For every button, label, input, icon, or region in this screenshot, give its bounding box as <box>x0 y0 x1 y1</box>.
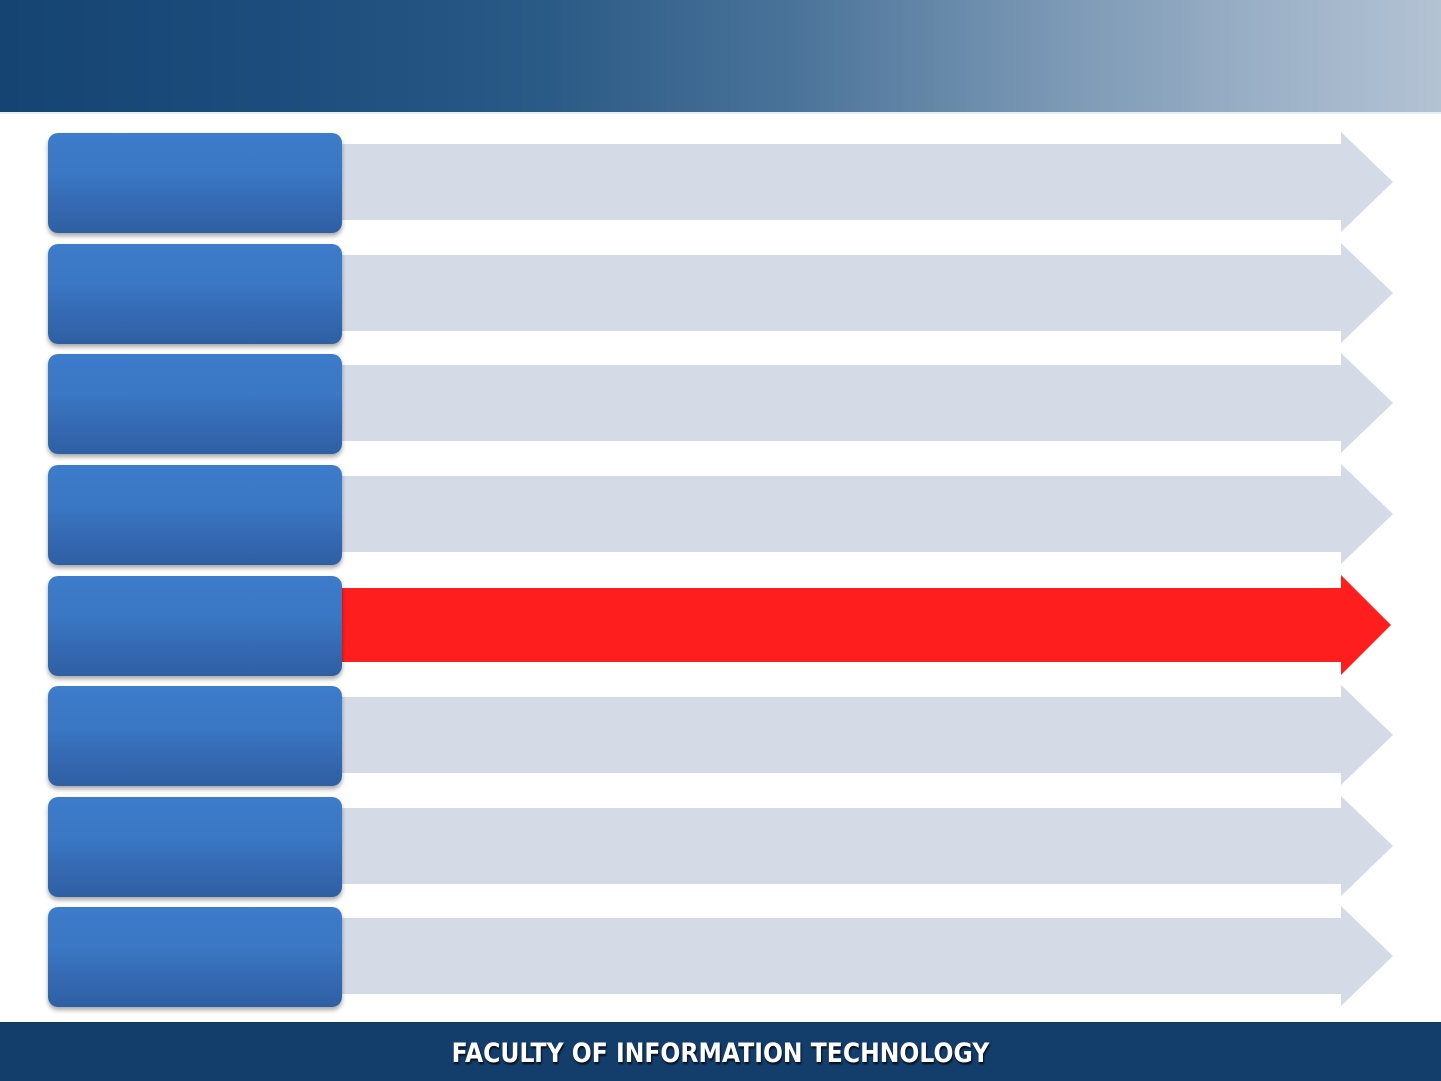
agenda-row-2 <box>0 243 1441 345</box>
agenda-row-7 <box>0 796 1441 898</box>
header-banner <box>0 0 1441 112</box>
agenda-tab[interactable] <box>48 354 342 454</box>
agenda-row-3 <box>0 353 1441 455</box>
agenda-row-1 <box>0 132 1441 234</box>
agenda-tab[interactable] <box>48 133 342 233</box>
agenda-tab[interactable] <box>48 797 342 897</box>
header-divider <box>0 112 1441 114</box>
agenda-row-6 <box>0 685 1441 787</box>
footer-title: FACULTY OF INFORMATION TECHNOLOGY <box>451 1038 990 1069</box>
footer-band: FACULTY OF INFORMATION TECHNOLOGY <box>0 1022 1441 1081</box>
arrow-right-shape-active <box>330 575 1391 675</box>
agenda-tab[interactable] <box>48 907 342 1007</box>
arrow-right-shape <box>330 132 1393 232</box>
arrow-right-shape <box>330 243 1393 343</box>
arrow-right-shape <box>330 685 1393 785</box>
agenda-tab[interactable] <box>48 465 342 565</box>
agenda-row-8 <box>0 906 1441 1008</box>
agenda-row-4 <box>0 464 1441 566</box>
agenda-tab[interactable] <box>48 244 342 344</box>
agenda-tab-active[interactable] <box>48 576 342 676</box>
arrow-right-shape <box>330 353 1393 453</box>
arrow-right-shape <box>330 464 1393 564</box>
arrow-right-shape <box>330 796 1393 896</box>
arrow-right-shape <box>330 906 1393 1006</box>
agenda-row-5-active <box>0 575 1441 677</box>
agenda-tab[interactable] <box>48 686 342 786</box>
